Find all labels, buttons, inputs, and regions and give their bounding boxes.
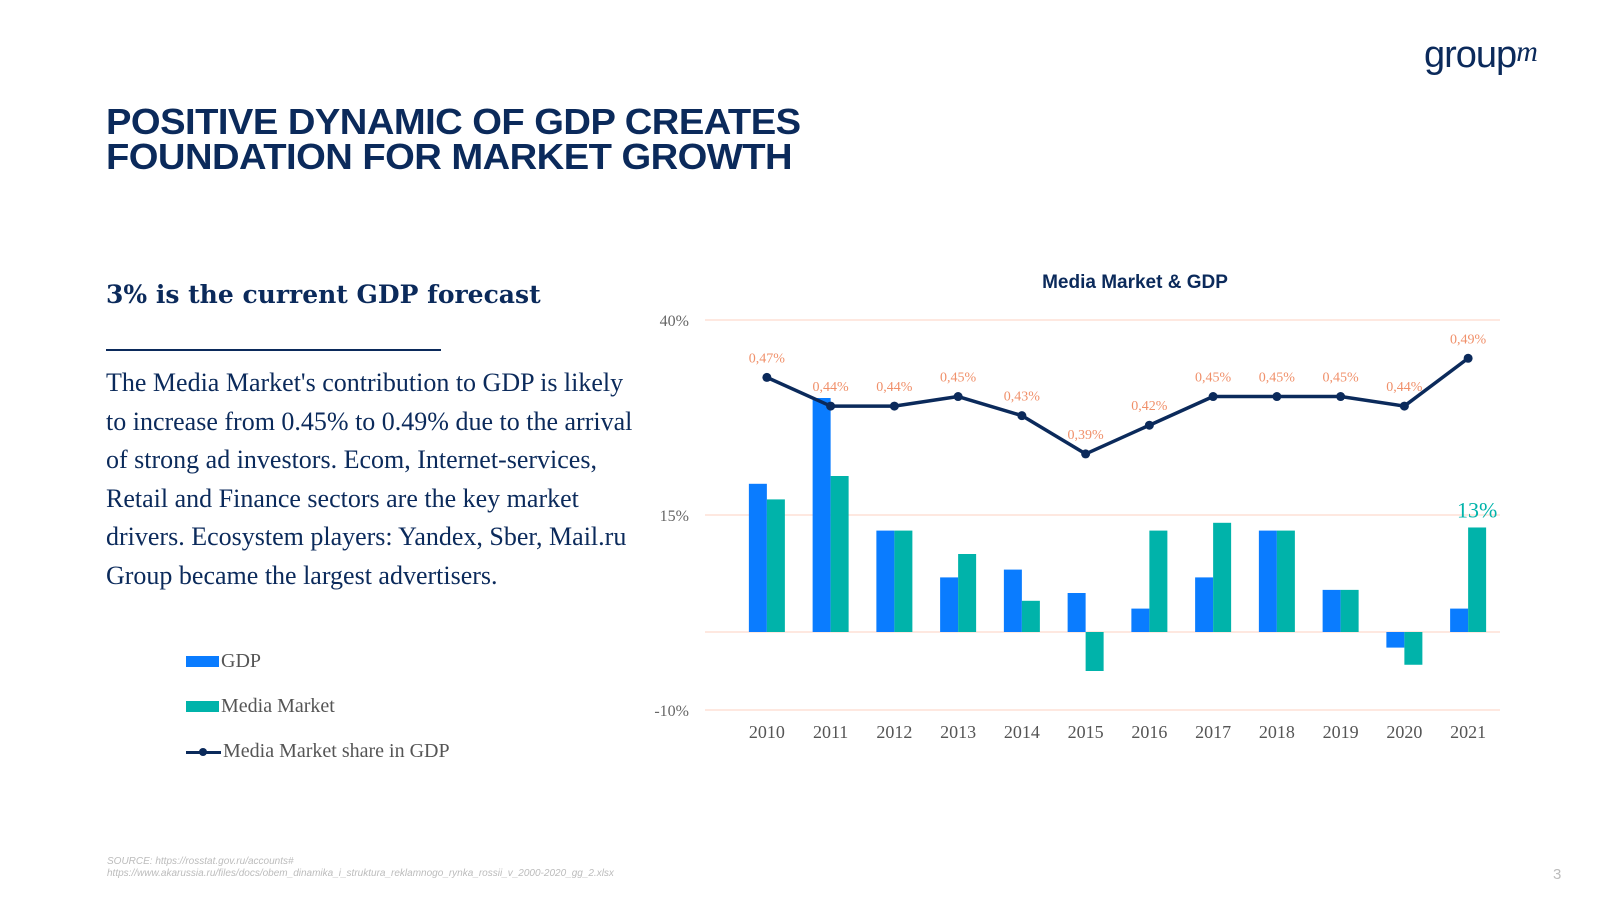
legend-item-share: Media Market share in GDP bbox=[186, 740, 450, 763]
title-line-1: POSITIVE DYNAMIC OF GDP CREATES bbox=[106, 101, 801, 142]
share-point bbox=[826, 401, 836, 411]
bar-gdp bbox=[876, 530, 895, 632]
title-line-2: FOUNDATION FOR MARKET GROWTH bbox=[106, 136, 793, 177]
share-point bbox=[762, 372, 772, 382]
y-tick-label: -10% bbox=[654, 703, 689, 720]
x-tick-label: 2011 bbox=[813, 722, 848, 742]
bar-gdp bbox=[1003, 569, 1022, 632]
share-data-label: 0,45% bbox=[1195, 371, 1232, 386]
x-tick-label: 2010 bbox=[749, 722, 785, 742]
bar-media-market bbox=[766, 499, 785, 632]
x-tick-label: 2021 bbox=[1450, 722, 1486, 742]
slide-title: POSITIVE DYNAMIC OF GDP CREATES FOUNDATI… bbox=[106, 101, 801, 177]
share-data-label: 0,47% bbox=[749, 351, 786, 366]
groupm-logo: groupm bbox=[1424, 34, 1538, 77]
chart-title: Media Market & GDP bbox=[1042, 272, 1228, 293]
x-tick-label: 2016 bbox=[1131, 722, 1167, 742]
share-point bbox=[1336, 392, 1346, 402]
share-point bbox=[1272, 392, 1282, 402]
share-point bbox=[889, 401, 899, 411]
share-point bbox=[1399, 401, 1409, 411]
x-tick-label: 2013 bbox=[940, 722, 976, 742]
x-tick-label: 2017 bbox=[1195, 722, 1231, 742]
legend-item-media-market: Media Market bbox=[186, 695, 335, 718]
share-data-label: 0,39% bbox=[1068, 428, 1105, 443]
logo-superscript: m bbox=[1516, 35, 1538, 68]
legend-swatch-media-market bbox=[186, 701, 219, 712]
bar-annotation: 13% bbox=[1457, 497, 1497, 522]
legend-label-share: Media Market share in GDP bbox=[223, 740, 450, 762]
source-line-1: SOURCE: https://rosstat.gov.ru/accounts# bbox=[107, 856, 294, 867]
page-number: 3 bbox=[1553, 866, 1562, 883]
share-point bbox=[1144, 420, 1154, 430]
legend-label-media-market: Media Market bbox=[221, 695, 335, 717]
legend-line-marker-icon bbox=[186, 746, 221, 758]
bar-media-market bbox=[1340, 589, 1359, 632]
share-data-label: 0,45% bbox=[940, 371, 977, 386]
share-line: 0,47% 0,44% 0,44% 0,45% 0,43% 0,39% 0,42% 0,45%… bbox=[749, 332, 1487, 459]
x-tick-label: 2012 bbox=[876, 722, 912, 742]
y-tick-label: 15% bbox=[660, 508, 689, 525]
share-point bbox=[1017, 411, 1027, 421]
x-tick-label: 2015 bbox=[1068, 722, 1104, 742]
share-data-label: 0,44% bbox=[813, 380, 850, 395]
share-point bbox=[953, 392, 963, 402]
bar-media-market bbox=[1404, 632, 1423, 665]
bar-gdp bbox=[1450, 608, 1469, 632]
bar-gdp bbox=[1067, 593, 1086, 632]
share-point bbox=[1081, 449, 1091, 459]
y-axis-ticks: -10% 15% 40% bbox=[654, 313, 689, 720]
share-point bbox=[1208, 392, 1218, 402]
bar-media-market bbox=[1149, 530, 1168, 632]
y-tick-label: 40% bbox=[660, 313, 689, 330]
bar-media-market bbox=[1085, 632, 1104, 671]
divider-line bbox=[106, 349, 441, 351]
bar-gdp bbox=[1322, 589, 1341, 632]
bar-gdp bbox=[940, 577, 959, 632]
legend-item-gdp: GDP bbox=[186, 650, 261, 673]
x-tick-label: 2019 bbox=[1323, 722, 1359, 742]
bar-gdp bbox=[1258, 530, 1277, 632]
legend-label-gdp: GDP bbox=[221, 650, 262, 672]
logo-text: group bbox=[1424, 34, 1517, 76]
share-data-label: 0,49% bbox=[1450, 332, 1487, 347]
x-axis-ticks: 2010 2011 2012 2013 2014 2015 2016 2017 2018 2019… bbox=[749, 722, 1486, 742]
share-point bbox=[1463, 353, 1473, 363]
bar-media-market bbox=[830, 476, 849, 632]
bar-gdp bbox=[1131, 608, 1150, 632]
bar-media-market bbox=[1276, 530, 1295, 632]
bar-gdp bbox=[812, 398, 831, 632]
bar-media-market bbox=[1213, 522, 1232, 632]
bar-media-market bbox=[894, 530, 913, 632]
x-tick-label: 2020 bbox=[1386, 722, 1422, 742]
slide-subtitle: 3% is the current GDP forecast bbox=[106, 280, 541, 309]
legend-swatch-gdp bbox=[186, 656, 219, 667]
source-note: SOURCE: https://rosstat.gov.ru/accounts#… bbox=[107, 856, 614, 880]
bar-media-market bbox=[958, 554, 977, 632]
bar-media-market bbox=[1021, 600, 1040, 632]
share-data-label: 0,44% bbox=[876, 380, 913, 395]
share-data-label: 0,43% bbox=[1004, 390, 1041, 405]
share-data-label: 0,44% bbox=[1386, 380, 1423, 395]
source-line-2: https://www.akarussia.ru/files/docs/obem… bbox=[107, 868, 614, 879]
bar-gdp bbox=[1195, 577, 1214, 632]
x-tick-label: 2014 bbox=[1004, 722, 1040, 742]
bar-media-market bbox=[1468, 527, 1487, 632]
bar-gdp bbox=[748, 483, 767, 632]
x-tick-label: 2018 bbox=[1259, 722, 1295, 742]
share-data-label: 0,45% bbox=[1323, 371, 1360, 386]
share-line-path bbox=[766, 356, 1470, 456]
body-text: The Media Market's contribution to GDP i… bbox=[106, 368, 633, 590]
bars: 13% bbox=[748, 398, 1497, 671]
share-data-label: 0,42% bbox=[1131, 399, 1168, 414]
bar-gdp bbox=[1386, 632, 1405, 648]
share-data-label: 0,45% bbox=[1259, 371, 1296, 386]
